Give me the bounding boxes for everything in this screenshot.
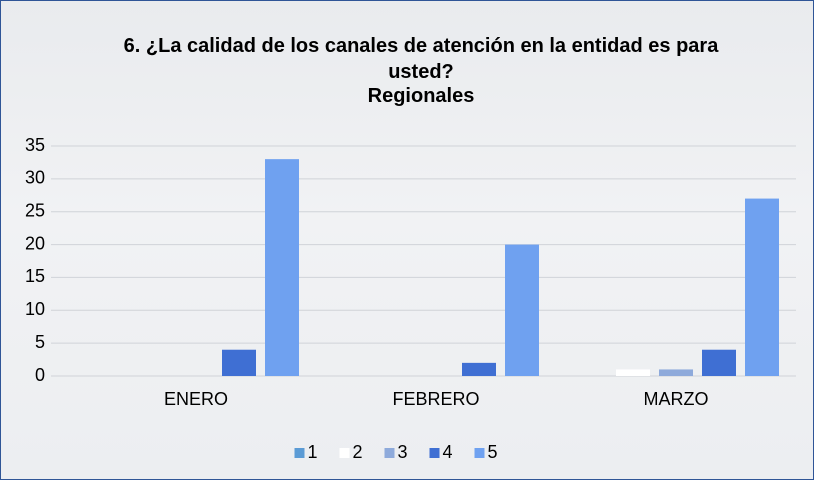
y-tick-label: 15: [25, 266, 45, 286]
bar: [616, 369, 650, 376]
legend-swatch: [475, 448, 485, 458]
legend-label: 2: [353, 442, 363, 462]
bar: [222, 350, 256, 376]
x-tick-label: ENERO: [164, 389, 228, 409]
legend-label: 3: [398, 442, 408, 462]
legend-label: 1: [308, 442, 318, 462]
legend-label: 4: [443, 442, 453, 462]
y-tick-label: 0: [35, 365, 45, 385]
y-tick-label: 5: [35, 332, 45, 352]
y-tick-label: 35: [25, 135, 45, 155]
legend-swatch: [340, 448, 350, 458]
bar: [265, 159, 299, 376]
y-tick-label: 10: [25, 299, 45, 319]
y-tick-label: 25: [25, 200, 45, 220]
bar: [745, 199, 779, 376]
legend-swatch: [385, 448, 395, 458]
chart-container: 0 5 10 15 20 25 30 35 ENERO FEBRERO MARZO 1 2 3 4 5 6. …: [0, 0, 814, 480]
x-tick-label: FEBRERO: [392, 389, 479, 409]
bar: [462, 363, 496, 376]
bar: [505, 245, 539, 376]
legend-label: 5: [488, 442, 498, 462]
x-tick-label: MARZO: [644, 389, 709, 409]
y-tick-label: 30: [25, 168, 45, 188]
legend-swatch: [295, 448, 305, 458]
chart-title: 6. ¿La calidad de los canales de atenció…: [91, 33, 751, 85]
bar: [702, 350, 736, 376]
bar: [659, 369, 693, 376]
chart-subtitle: Regionales: [91, 85, 751, 108]
y-tick-label: 20: [25, 233, 45, 253]
legend-swatch: [430, 448, 440, 458]
